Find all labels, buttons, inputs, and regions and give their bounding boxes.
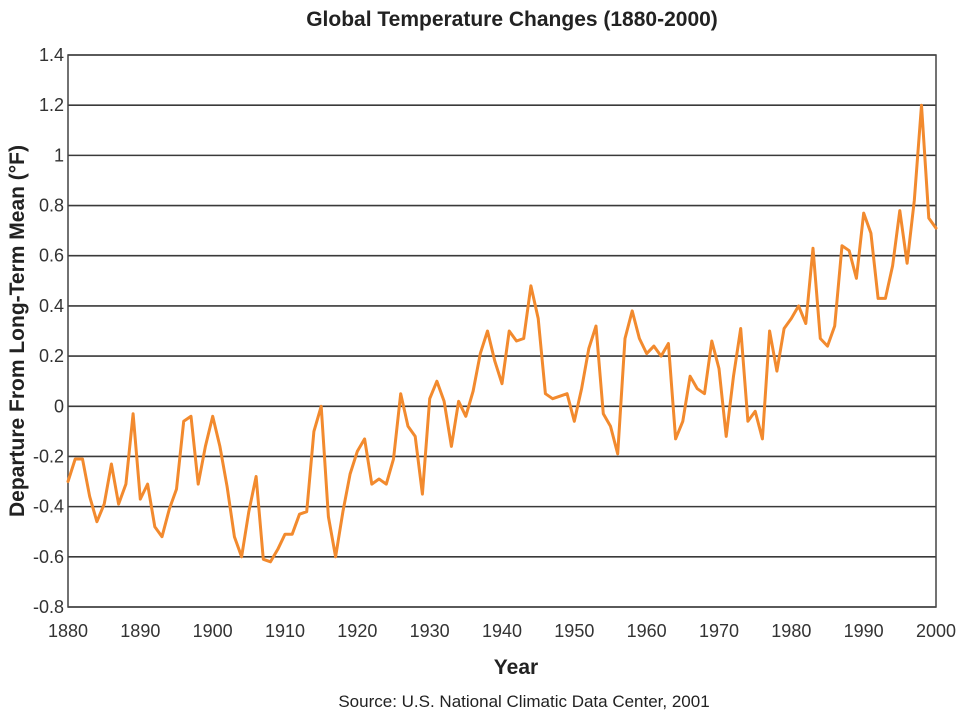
y-tick-label: 0.6 xyxy=(39,246,64,266)
x-tick-label: 1930 xyxy=(410,621,450,641)
x-tick-label: 1960 xyxy=(627,621,667,641)
y-axis-tick-labels: -0.8 -0.6 -0.4 -0.2 0 0.2 0.4 0.6 0.8 1 1.2 1.4 xyxy=(33,45,64,617)
x-tick-label: 1990 xyxy=(844,621,884,641)
y-tick-label: -0.4 xyxy=(33,497,64,517)
y-tick-label: 1.2 xyxy=(39,95,64,115)
x-tick-label: 1920 xyxy=(337,621,377,641)
plot-area xyxy=(67,54,937,608)
x-tick-label: 2000 xyxy=(916,621,956,641)
x-tick-label: 1890 xyxy=(120,621,160,641)
y-axis-label: Departure From Long-Term Mean (°F) xyxy=(6,145,29,517)
x-tick-label: 1940 xyxy=(482,621,522,641)
y-tick-label: -0.8 xyxy=(33,597,64,617)
x-tick-label: 1980 xyxy=(771,621,811,641)
y-tick-label: 0.8 xyxy=(39,196,64,216)
y-tick-label: -0.2 xyxy=(33,446,64,466)
x-tick-label: 1880 xyxy=(48,621,88,641)
temperature-series-line xyxy=(66,103,938,564)
grid-lines xyxy=(68,54,936,608)
x-tick-label: 1910 xyxy=(265,621,305,641)
y-tick-label: -0.6 xyxy=(33,547,64,567)
y-tick-label: 0.2 xyxy=(39,346,64,366)
source-note: Source: U.S. National Climatic Data Cent… xyxy=(338,692,709,711)
x-axis-label: Year xyxy=(494,656,538,679)
y-tick-label: 1 xyxy=(54,145,64,165)
x-axis-tick-labels: 1880 1890 1900 1910 1920 1930 1940 1950 1960 1970… xyxy=(48,621,956,641)
x-tick-label: 1970 xyxy=(699,621,739,641)
x-tick-label: 1900 xyxy=(193,621,233,641)
y-tick-label: 1.4 xyxy=(39,45,64,65)
y-tick-label: 0.4 xyxy=(39,296,64,316)
y-tick-label: 0 xyxy=(54,396,64,416)
chart-title: Global Temperature Changes (1880-2000) xyxy=(306,8,718,31)
x-tick-label: 1950 xyxy=(554,621,594,641)
